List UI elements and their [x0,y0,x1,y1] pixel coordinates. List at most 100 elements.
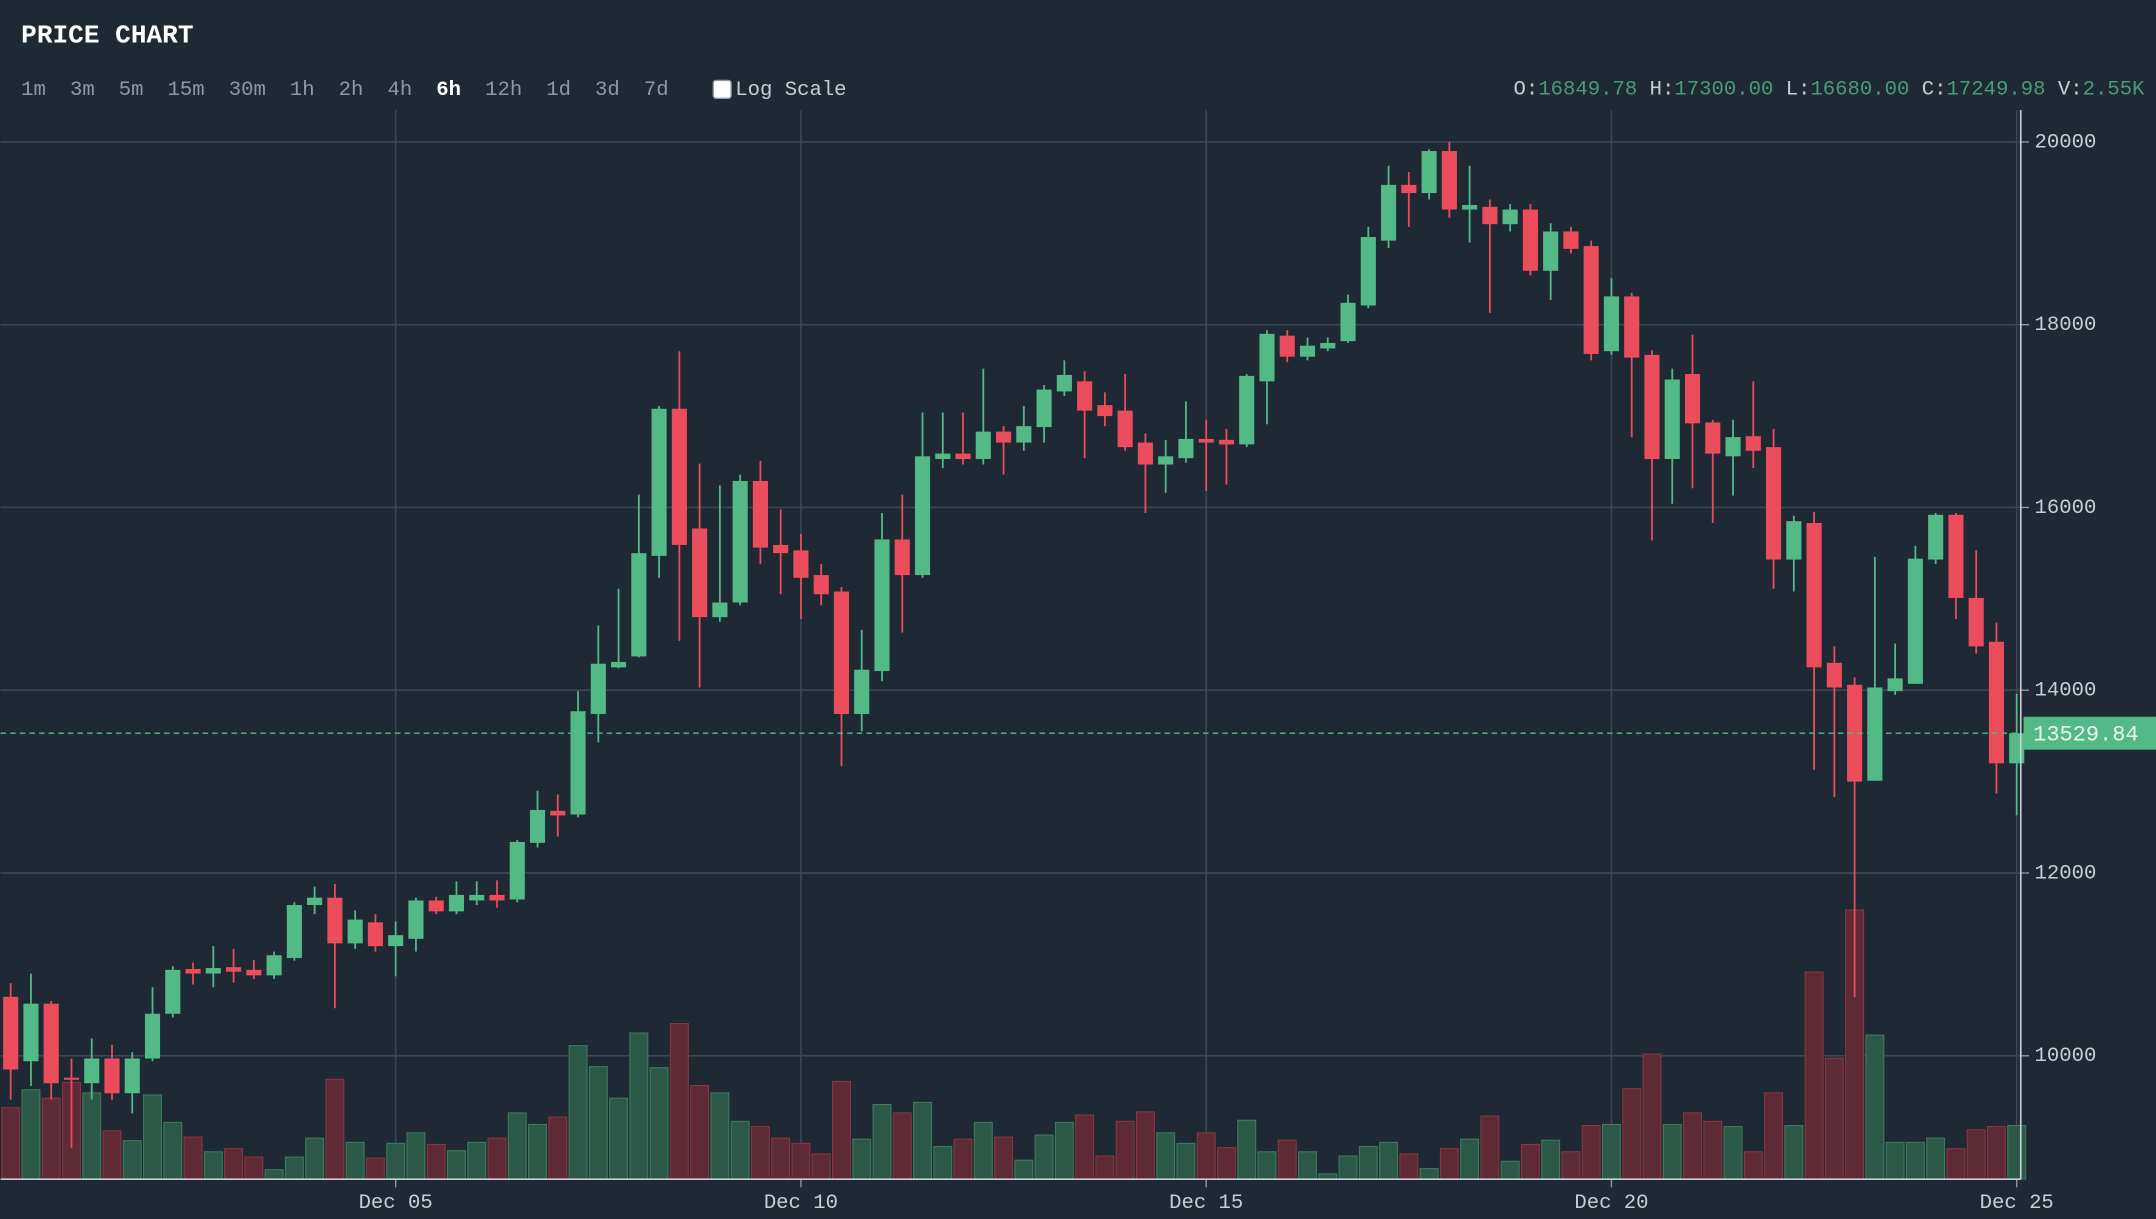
volume-bar [1,1107,21,1180]
volume-bar [1804,971,1824,1180]
volume-bar [1237,1119,1257,1180]
candle-body [1036,389,1052,428]
volume-bar [325,1078,345,1180]
candle-body [550,810,566,816]
candle-body [692,528,708,618]
candle-body [914,456,931,576]
candle-body [833,591,850,714]
candle-body [1563,231,1579,249]
candle-body [63,1077,80,1080]
volume-bar [1601,1123,1621,1180]
interval-button[interactable]: 4h [387,79,412,102]
candle-body [1907,558,1923,684]
candle-body [1097,405,1113,417]
log-scale-checkbox[interactable] [712,79,732,99]
volume-bar [1784,1124,1804,1180]
volume-bar [1824,1057,1844,1180]
candle-body [1421,151,1437,194]
volume-bar [1683,1112,1702,1180]
interval-button[interactable]: 2h [339,79,364,102]
y-tick-label: 12000 [2035,862,2097,885]
y-tick-label: 20000 [2035,131,2097,154]
interval-button[interactable]: 3d [595,79,620,102]
candle-body [590,663,606,714]
interval-button[interactable]: 1d [546,79,571,102]
ohlcv-value: 17300.00 [1674,79,1773,102]
volume-bar [852,1138,872,1180]
interval-button[interactable]: 3m [70,79,95,102]
volume-bar [1216,1147,1236,1180]
volume-bar [1500,1160,1520,1180]
candle-body [1988,641,2005,764]
volume-bar [386,1142,406,1180]
volume-bar [1905,1141,1925,1180]
candle-body [570,711,586,815]
candle-body [1360,236,1376,306]
volume-bar [1439,1148,1459,1180]
candle-body [631,553,647,657]
ohlcv-label: C: [1922,79,1947,102]
log-scale-label[interactable]: Log Scale [735,79,846,102]
ohlcv-readout: O:16849.78 H:17300.00 L:16680.00 C:17249… [1514,79,2146,102]
volume-bar [1764,1092,1784,1180]
candle-body [489,894,505,901]
volume-bar [21,1089,41,1180]
interval-button[interactable]: 5m [119,79,144,102]
volume-bar [973,1121,993,1180]
interval-button[interactable]: 15m [168,79,205,102]
volume-bar [1338,1155,1358,1180]
interval-button[interactable]: 6h [436,79,461,102]
volume-bar [1054,1121,1074,1180]
volume-bar [588,1066,608,1180]
volume-bar [365,1157,385,1180]
interval-button[interactable]: 1h [290,79,315,102]
candle-body [1381,184,1397,241]
interval-button[interactable]: 12h [485,79,522,102]
candle-body [1462,204,1478,210]
volume-bar [163,1121,183,1180]
interval-button[interactable]: 30m [229,79,266,102]
volume-bar [1946,1148,1966,1180]
volume-bar [1723,1126,1743,1180]
candle-body [1705,422,1721,454]
chart-title: PRICE CHART [21,21,193,51]
volume-bar [1115,1120,1135,1180]
candle-body [1299,345,1316,357]
volume-bar [629,1032,649,1180]
ohlcv-value: 2.55K [2083,79,2145,102]
interval-button[interactable]: 1m [21,79,46,102]
candle-body [1502,209,1518,225]
volume-bar [1399,1153,1419,1180]
candle-body [732,480,748,603]
volume-bar [1561,1151,1581,1180]
candle-body [23,1003,39,1062]
x-tick-label: Dec 20 [1574,1192,1648,1215]
volume-bar [1358,1146,1378,1180]
candle-body [347,919,363,944]
volume-bar [1966,1129,1986,1180]
candle-body [1158,456,1174,465]
candle-body [408,900,424,939]
candle-body [1603,296,1620,352]
y-tick-label: 14000 [2035,680,2097,703]
candle-body [712,602,728,618]
volume-bar [1662,1123,1682,1180]
volume-bar [933,1146,953,1180]
last-price-tag [2023,716,2156,750]
volume-bar [1926,1137,1946,1180]
candle-body [975,431,991,460]
volume-bar [1541,1139,1561,1180]
x-tick-label: Dec 15 [1169,1192,1243,1215]
candle-body [1077,381,1093,411]
volume-bar [791,1142,811,1180]
volume-bar [122,1140,142,1180]
candle-body [1928,514,1944,560]
candle-body [1826,662,1842,688]
candle-body [1867,687,1883,781]
volume-bar [1642,1053,1662,1180]
candle-body [1137,442,1153,465]
candle-body [1340,302,1356,342]
interval-button[interactable]: 7d [644,79,669,102]
